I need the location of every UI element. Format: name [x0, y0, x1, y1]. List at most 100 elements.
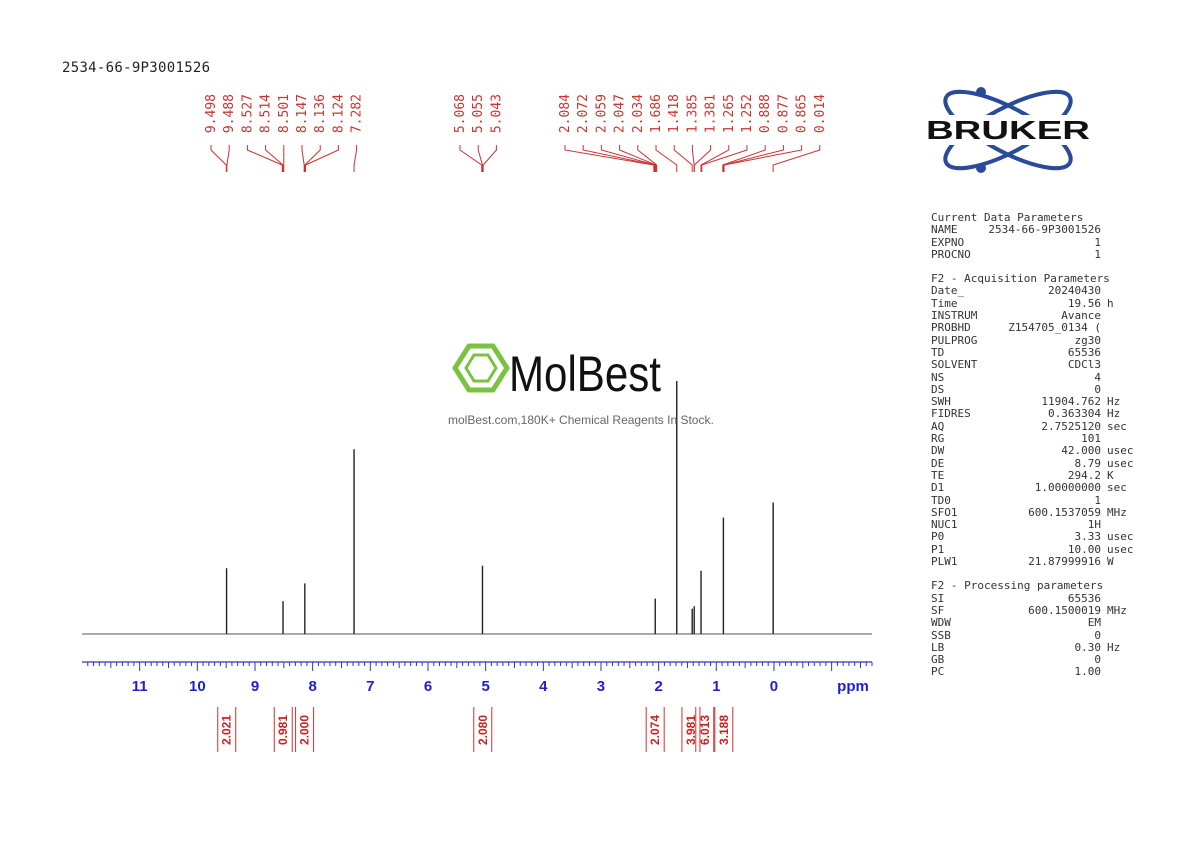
param-row: SWH 11904.762 Hz: [931, 395, 1141, 408]
param-row: SOLVENT CDCl3: [931, 358, 1141, 372]
peak-leader: [673, 145, 693, 172]
peak-leader: [655, 145, 678, 172]
param-key: PROBHD: [931, 321, 971, 335]
param-unit: [1101, 654, 1141, 666]
integral-bracket: [714, 707, 734, 752]
parameter-panel: Current Data Parameters NAME 2534-66-9P300…: [931, 211, 1141, 679]
integral-bracket: [473, 707, 493, 752]
peak-label: 2.084: [558, 94, 573, 133]
param-key: NS: [931, 370, 945, 384]
param-value: 600.1500019: [1028, 603, 1101, 617]
peak-leader: [600, 145, 656, 172]
param-unit: [1101, 372, 1141, 384]
param-key: AQ: [931, 419, 945, 433]
param-key: Time: [931, 296, 958, 310]
axis-tick-label: 1: [712, 678, 720, 695]
param-row: P0 3.33 usec: [931, 530, 1141, 544]
param-value: 1H: [1087, 518, 1101, 532]
param-unit: Hz: [1107, 640, 1121, 654]
param-key: TD: [931, 345, 945, 359]
param-key: RG: [931, 432, 945, 446]
integral-bracket: [695, 707, 715, 752]
peak-leader-group: [210, 145, 821, 172]
integral-value: 3.188: [717, 715, 731, 745]
param-value: 1.00: [1074, 665, 1102, 679]
peak-leader: [619, 145, 657, 172]
axis-unit-label: ppm: [837, 678, 869, 695]
param-key: DS: [931, 382, 945, 396]
param-row: SI 65536: [931, 591, 1141, 605]
x-axis: 11 10 9 8 7 6 5 4 3 2 1 0 ppm: [82, 661, 873, 695]
param-key: Date_: [931, 284, 965, 298]
param-value: zg30: [1074, 333, 1102, 347]
param-value: 294.2: [1067, 468, 1101, 482]
peak-leader: [353, 145, 358, 172]
param-key: SF: [931, 603, 945, 617]
param-row: TD0 1: [931, 494, 1141, 507]
param-row: DS 0: [931, 382, 1141, 396]
integral-group: 2.021 0.981 2.000 2.080 2.074 3.981 6.013 3.188: [217, 707, 734, 752]
param-row: PROBHD Z154705_0134 (: [931, 321, 1141, 335]
integral-bracket: [681, 707, 701, 752]
param-row: PLW1 21.87999916 W: [931, 555, 1141, 568]
param-unit: [1101, 359, 1141, 371]
integral-value: 6.013: [698, 715, 712, 745]
peak-label: 1.686: [649, 94, 664, 133]
peak-label: 9.488: [222, 94, 237, 133]
peak-label: 5.068: [453, 94, 468, 133]
peak-leader: [304, 145, 321, 172]
param-unit: [1101, 249, 1141, 261]
param-unit: usec: [1107, 456, 1134, 470]
param-value: CDCl3: [1067, 358, 1101, 372]
integral-value: 2.021: [220, 715, 234, 745]
param-key: EXPNO: [931, 235, 965, 249]
param-value: 8.79: [1074, 456, 1102, 470]
param-key: DW: [931, 444, 945, 458]
peak-label: 8.147: [295, 94, 310, 133]
param-value: 101: [1081, 432, 1101, 446]
peak-label: 7.282: [350, 94, 365, 133]
param-unit: usec: [1107, 542, 1134, 556]
param-value: 10.00: [1067, 542, 1101, 556]
axis-tick-label: 6: [424, 678, 432, 695]
param-value: 0.30: [1074, 640, 1102, 654]
param-unit: [1101, 310, 1141, 322]
integral-bracket: [295, 707, 315, 752]
molbest-brand: MolBest: [509, 346, 661, 402]
param-key: P0: [931, 530, 945, 544]
integral-bracket: [217, 707, 237, 752]
peak-leader: [482, 145, 497, 172]
param-unit: h: [1107, 296, 1114, 310]
param-unit: [1101, 322, 1141, 334]
param-row: TE 294.2 K: [931, 468, 1141, 482]
peak-label: 2.047: [613, 94, 628, 133]
peak-label: 0.014: [813, 94, 828, 133]
peak-label: 2.034: [631, 94, 646, 133]
peak-label: 0.877: [776, 94, 791, 133]
param-value: 65536: [1067, 591, 1101, 605]
peak-leader: [722, 145, 766, 172]
param-row: DE 8.79 usec: [931, 456, 1141, 470]
peak-leader: [637, 145, 658, 172]
peak-leader: [301, 145, 305, 172]
param-unit: [1101, 237, 1141, 249]
param-row: NAME 2534-66-9P3001526: [931, 223, 1141, 236]
peak-leader: [722, 145, 784, 172]
param-value: 1.00000000: [1034, 481, 1101, 495]
peak-label: 9.498: [204, 94, 219, 133]
param-row: INSTRUM Avance: [931, 309, 1141, 322]
param-row: EXPNO 1: [931, 235, 1141, 249]
param-unit: K: [1107, 468, 1114, 482]
param-key: PC: [931, 665, 945, 679]
param-value: EM: [1087, 616, 1101, 630]
axis-tick-label: 3: [597, 678, 605, 695]
peak-leader: [265, 145, 284, 172]
spectrum-group: [82, 381, 872, 635]
bruker-logo: BRUKER: [924, 87, 1092, 173]
param-unit: usec: [1107, 530, 1134, 544]
param-unit: usec: [1107, 444, 1134, 458]
param-row: NUC1 1H: [931, 518, 1141, 532]
peak-label: 8.514: [259, 94, 274, 133]
peak-leader: [582, 145, 655, 172]
